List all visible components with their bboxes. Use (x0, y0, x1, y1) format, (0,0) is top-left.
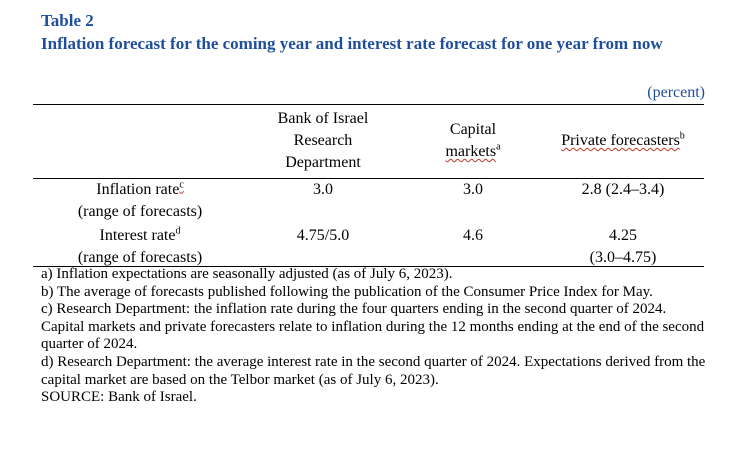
table-top-rule (33, 104, 704, 105)
row-sublabel-interest: (range of forecasts) (77, 249, 203, 266)
column-header-capital-line1: Capital (449, 121, 497, 138)
table-header-rule (33, 178, 704, 179)
cell-interest-capital: 4.6 (463, 227, 483, 244)
row-label-inflation-text: Inflation rate (96, 181, 180, 198)
cell-inflation-boi: 3.0 (313, 181, 333, 198)
column-header-boi-line1: Bank of Israel (277, 110, 369, 127)
row-label-interest: Interest rated (range of forecasts) (40, 225, 240, 269)
footnote-d: d) Research Department: the average inte… (41, 353, 706, 388)
cell-inflation-private: 2.8 (2.4–3.4) (581, 181, 665, 198)
cell-interest-private-value: 4.25 (609, 227, 637, 244)
column-header-boi: Bank of Israel Research Department (243, 108, 403, 174)
column-header-capital: Capital marketsa (413, 119, 533, 163)
row-sublabel-inflation: (range of forecasts) (77, 203, 203, 220)
footnotes: a) Inflation expectations are seasonally… (41, 266, 706, 407)
footnote-a: a) Inflation expectations are seasonally… (41, 266, 453, 282)
column-header-capital-text: markets (445, 143, 497, 160)
cell-inflation-capital: 3.0 (463, 181, 483, 198)
footnote-marker-d: d (175, 225, 181, 237)
column-header-boi-line3: Department (285, 154, 361, 171)
footnote-marker-a: a (496, 141, 501, 153)
row-label-inflation-main: Inflation ratec (40, 179, 240, 201)
footnote-c: c) Research Department: the inflation ra… (41, 301, 705, 353)
row-label-interest-text: Interest rate (99, 227, 176, 244)
table-number: Table 2 (41, 11, 94, 30)
row-label-interest-main: Interest rated (40, 225, 240, 247)
cell-interest-boi: 4.75/5.0 (296, 227, 350, 244)
column-header-private: Private forecastersb (533, 130, 713, 152)
column-header-capital-line2: marketsa (413, 141, 533, 163)
cell-interest-private: 4.25 (3.0–4.75) (533, 225, 713, 269)
table-heading: Table 2 Inflation forecast for the comin… (41, 10, 701, 55)
table-bottom-rule (33, 266, 704, 267)
column-header-boi-line2: Research (293, 132, 353, 149)
footnote-marker-b: b (679, 130, 685, 142)
column-header-private-text: Private forecasters (561, 132, 680, 149)
footnote-b: b) The average of forecasts published fo… (41, 283, 653, 300)
row-label-inflation: Inflation ratec (range of forecasts) (40, 179, 240, 223)
unit-label: (percent) (647, 84, 705, 101)
table-title: Inflation forecast for the coming year a… (41, 34, 663, 53)
source-note: SOURCE: Bank of Israel. (41, 389, 197, 406)
footnote-marker-c: c (179, 179, 184, 191)
cell-interest-private-range: (3.0–4.75) (589, 249, 657, 266)
